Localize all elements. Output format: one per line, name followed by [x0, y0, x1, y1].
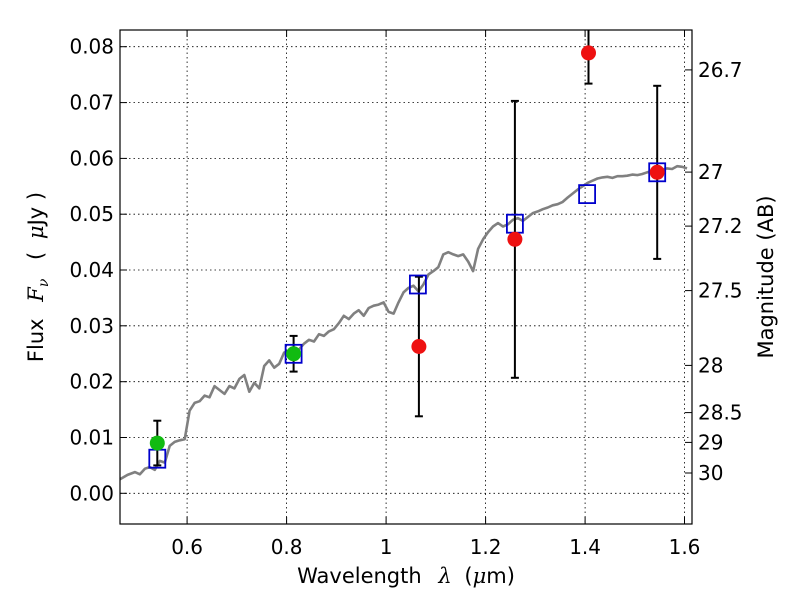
nir-detection-point — [411, 339, 427, 354]
nir-detection-point — [649, 164, 665, 180]
x-tick-label: 1.6 — [669, 535, 701, 559]
x-tick-label: 1.4 — [569, 535, 601, 559]
x-axis-label-symbol: λ — [437, 564, 451, 588]
y-tick-label: 0.02 — [69, 370, 114, 394]
model-photometry-square — [578, 184, 596, 205]
x-tick-label: 0.6 — [171, 535, 203, 559]
model-photometry-square — [284, 343, 303, 364]
plot-frame — [119, 29, 693, 525]
magnitude-tick-label: 27.5 — [698, 279, 743, 303]
plot-area — [119, 30, 688, 481]
magnitude-tick-label: 28.5 — [698, 401, 743, 425]
optical-detection-point — [149, 435, 165, 451]
model-spectrum-line — [119, 164, 688, 481]
y-tick-label: 0.08 — [69, 35, 114, 59]
model-photometry-square — [648, 162, 667, 183]
x-axis-label-unit-open: ( — [464, 564, 472, 588]
x-tick-label: 0.8 — [271, 535, 303, 559]
y-axis-label-unit-mu: μ — [24, 225, 48, 239]
magnitude-tick-label: 28 — [698, 353, 723, 377]
y-tick-label: 0.06 — [69, 146, 114, 170]
y-tick-labels: 0.00 0.01 0.02 0.03 0.04 0.05 0.06 0.07 0.08 — [69, 35, 114, 506]
x-tick-labels: 0.6 0.8 1 1.2 1.4 1.6 — [171, 535, 700, 559]
magnitude-tick-label: 30 — [698, 461, 723, 485]
x-axis-label-unit-mu: μ — [473, 564, 487, 588]
y-tick-label: 0.07 — [69, 91, 114, 115]
optical-detection-point — [286, 346, 302, 362]
magnitude-tick-label: 29 — [698, 430, 723, 454]
x-axis-label-unit-rest: m) — [486, 564, 515, 588]
nir-detection-point — [507, 231, 523, 247]
y-tick-label: 0.00 — [69, 481, 114, 505]
y-tick-label: 0.03 — [69, 314, 114, 338]
magnitude-tick-labels: 26.7 27 27.2 27.5 28 28.5 29 30 — [698, 58, 743, 485]
x-axis-label: Wavelength λ (μm) — [297, 564, 515, 588]
magnitude-tick-label: 27 — [698, 160, 723, 184]
x-tick-label: 1 — [380, 535, 393, 559]
y-tick-label: 0.05 — [69, 202, 114, 226]
x-tick-label: 1.2 — [470, 535, 502, 559]
magnitude-tick-label: 26.7 — [698, 58, 743, 82]
x-axis-label-main: Wavelength — [297, 564, 422, 588]
y-axis-label: Flux Fν ( μJy ) — [24, 192, 53, 362]
y-axis-label-symbol: F — [24, 286, 48, 303]
nir-detection-point — [581, 45, 596, 61]
axis-ticks — [120, 30, 692, 524]
y-axis-label-subscript: ν — [36, 278, 52, 287]
grid-lines — [120, 30, 692, 524]
data-markers — [148, 45, 667, 469]
y-axis-label-unit-rest: Jy ) — [24, 192, 48, 228]
y-axis-label-main: Flux — [24, 318, 48, 362]
y-tick-label: 0.04 — [69, 258, 114, 282]
magnitude-tick-label: 27.2 — [698, 214, 743, 238]
model-photometry-square — [408, 274, 427, 295]
magnitude-axis-label: Magnitude (AB) — [754, 195, 778, 358]
y-tick-label: 0.01 — [69, 426, 114, 450]
y-axis-label-unit-open: ( — [24, 252, 48, 260]
